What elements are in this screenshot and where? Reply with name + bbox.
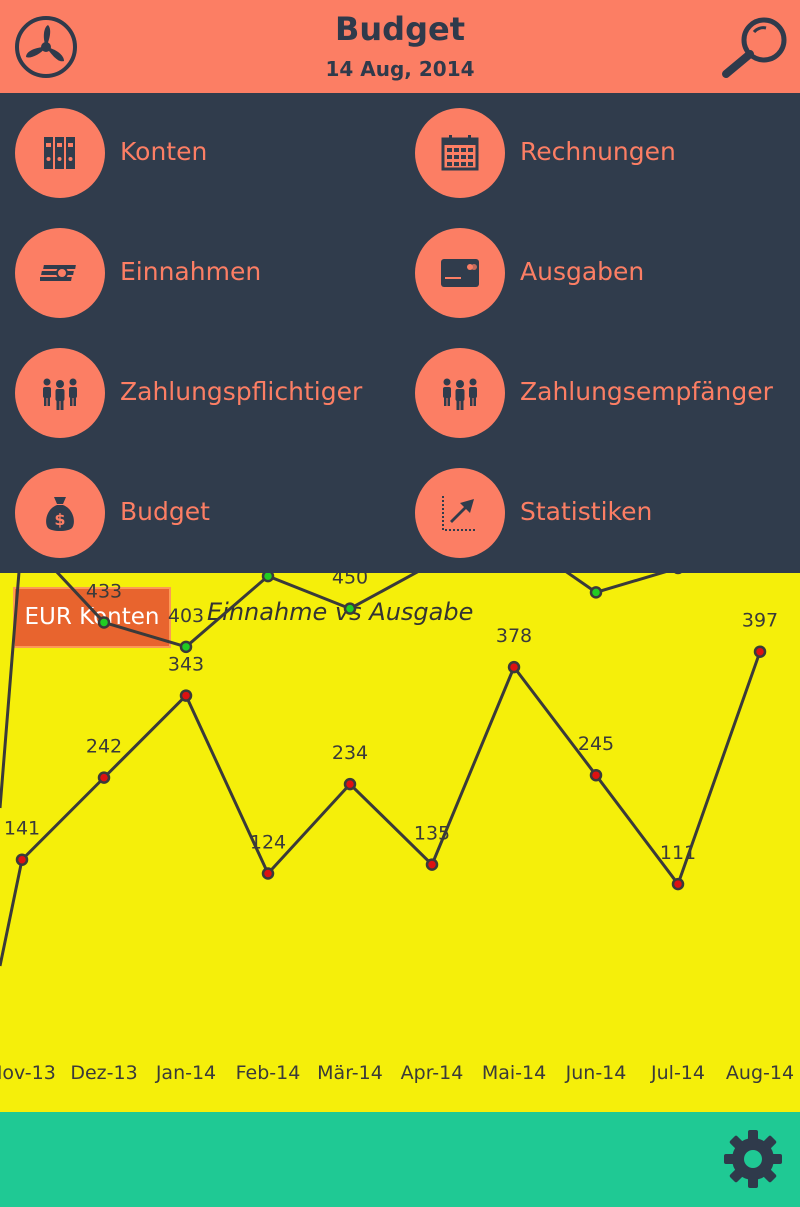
data-point (15, 853, 29, 866)
x-tick-label: Mai-14 (482, 1062, 546, 1084)
data-label: 343 (168, 654, 204, 676)
search-icon[interactable] (718, 14, 790, 80)
data-point (589, 586, 603, 599)
people-icon (15, 348, 105, 438)
data-point (507, 660, 521, 674)
people-icon (415, 348, 505, 438)
account-selector-button[interactable]: EUR Konten (13, 587, 171, 648)
app-header: Budget 14 Aug, 2014 (0, 0, 800, 93)
data-point (753, 645, 767, 658)
calendar-icon (415, 108, 505, 198)
svg-text:$: $ (54, 510, 65, 529)
menu-item-label: Zahlungsempfänger (520, 377, 773, 406)
menu-item-zahlungsempfaenger[interactable]: Zahlungsempfänger (400, 333, 800, 438)
menu-item-label: Statistiken (520, 497, 653, 526)
x-tick-label: Jun-14 (565, 1062, 627, 1084)
data-label: 397 (742, 610, 778, 632)
menu-grid: Konten Rechnungen Einnahmen Ausgaben Zah… (0, 93, 800, 573)
menu-item-budget[interactable]: $ Budget (0, 453, 400, 558)
propeller-icon[interactable] (14, 15, 78, 79)
data-label: 403 (168, 605, 204, 627)
binders-icon (15, 108, 105, 198)
data-point (343, 777, 357, 791)
data-point (425, 858, 439, 871)
menu-item-zahlungspflichtiger[interactable]: Zahlungspflichtiger (0, 333, 400, 438)
menu-item-einnahmen[interactable]: Einnahmen (0, 213, 400, 318)
x-tick-label: Apr-14 (401, 1062, 464, 1084)
x-tick-label: Jul-14 (650, 1062, 705, 1084)
data-label: 378 (496, 625, 532, 647)
data-label: 234 (332, 742, 368, 764)
menu-item-konten[interactable]: Konten (0, 93, 400, 198)
menu-item-statistiken[interactable]: Statistiken (400, 453, 800, 558)
data-point (179, 640, 193, 654)
menu-item-label: Einnahmen (120, 257, 262, 286)
chart-panel: EUR Konten Einnahme vs Ausgabe 541433403… (0, 573, 800, 1112)
current-date: 14 Aug, 2014 (325, 57, 475, 81)
money-bag-icon: $ (15, 468, 105, 558)
menu-item-label: Budget (120, 497, 210, 526)
data-point (179, 689, 193, 702)
chart-title: Einnahme vs Ausgabe (207, 598, 474, 626)
data-point (97, 616, 111, 629)
data-point (671, 877, 685, 891)
x-tick-label: Mär-14 (317, 1062, 383, 1084)
gear-icon[interactable] (722, 1128, 784, 1190)
data-point (97, 771, 111, 784)
data-label: 245 (578, 733, 614, 755)
data-label: 242 (86, 736, 122, 758)
x-tick-label: Jan-14 (155, 1062, 216, 1084)
data-label: 135 (414, 823, 450, 845)
data-point (343, 602, 357, 615)
menu-item-label: Zahlungspflichtiger (120, 377, 363, 406)
app-footer (0, 1112, 800, 1207)
x-tick-label: Feb-14 (236, 1062, 301, 1084)
menu-item-ausgaben[interactable]: Ausgaben (400, 213, 800, 318)
credit-card-icon (415, 228, 505, 318)
data-point (261, 867, 275, 880)
data-point (261, 573, 275, 583)
data-label: 124 (250, 832, 286, 854)
data-label: 111 (660, 842, 696, 864)
page-title: Budget (335, 10, 465, 48)
x-tick-label: Aug-14 (726, 1062, 794, 1084)
menu-item-rechnungen[interactable]: Rechnungen (400, 93, 800, 198)
menu-item-label: Konten (120, 137, 208, 166)
menu-item-label: Rechnungen (520, 137, 676, 166)
series-line (0, 573, 667, 809)
data-label: 141 (4, 818, 40, 840)
menu-item-label: Ausgaben (520, 257, 645, 286)
x-tick-label: Dez-13 (70, 1062, 137, 1084)
cash-icon (15, 228, 105, 318)
chart-arrow-icon (415, 468, 505, 558)
x-tick-label: Nov-13 (0, 1062, 56, 1084)
data-point (589, 768, 603, 782)
data-label: 450 (332, 573, 368, 589)
data-label: 433 (86, 580, 122, 602)
line-chart: 5414334034904505055404705005351412423431… (0, 573, 794, 1084)
series-line (0, 651, 762, 967)
